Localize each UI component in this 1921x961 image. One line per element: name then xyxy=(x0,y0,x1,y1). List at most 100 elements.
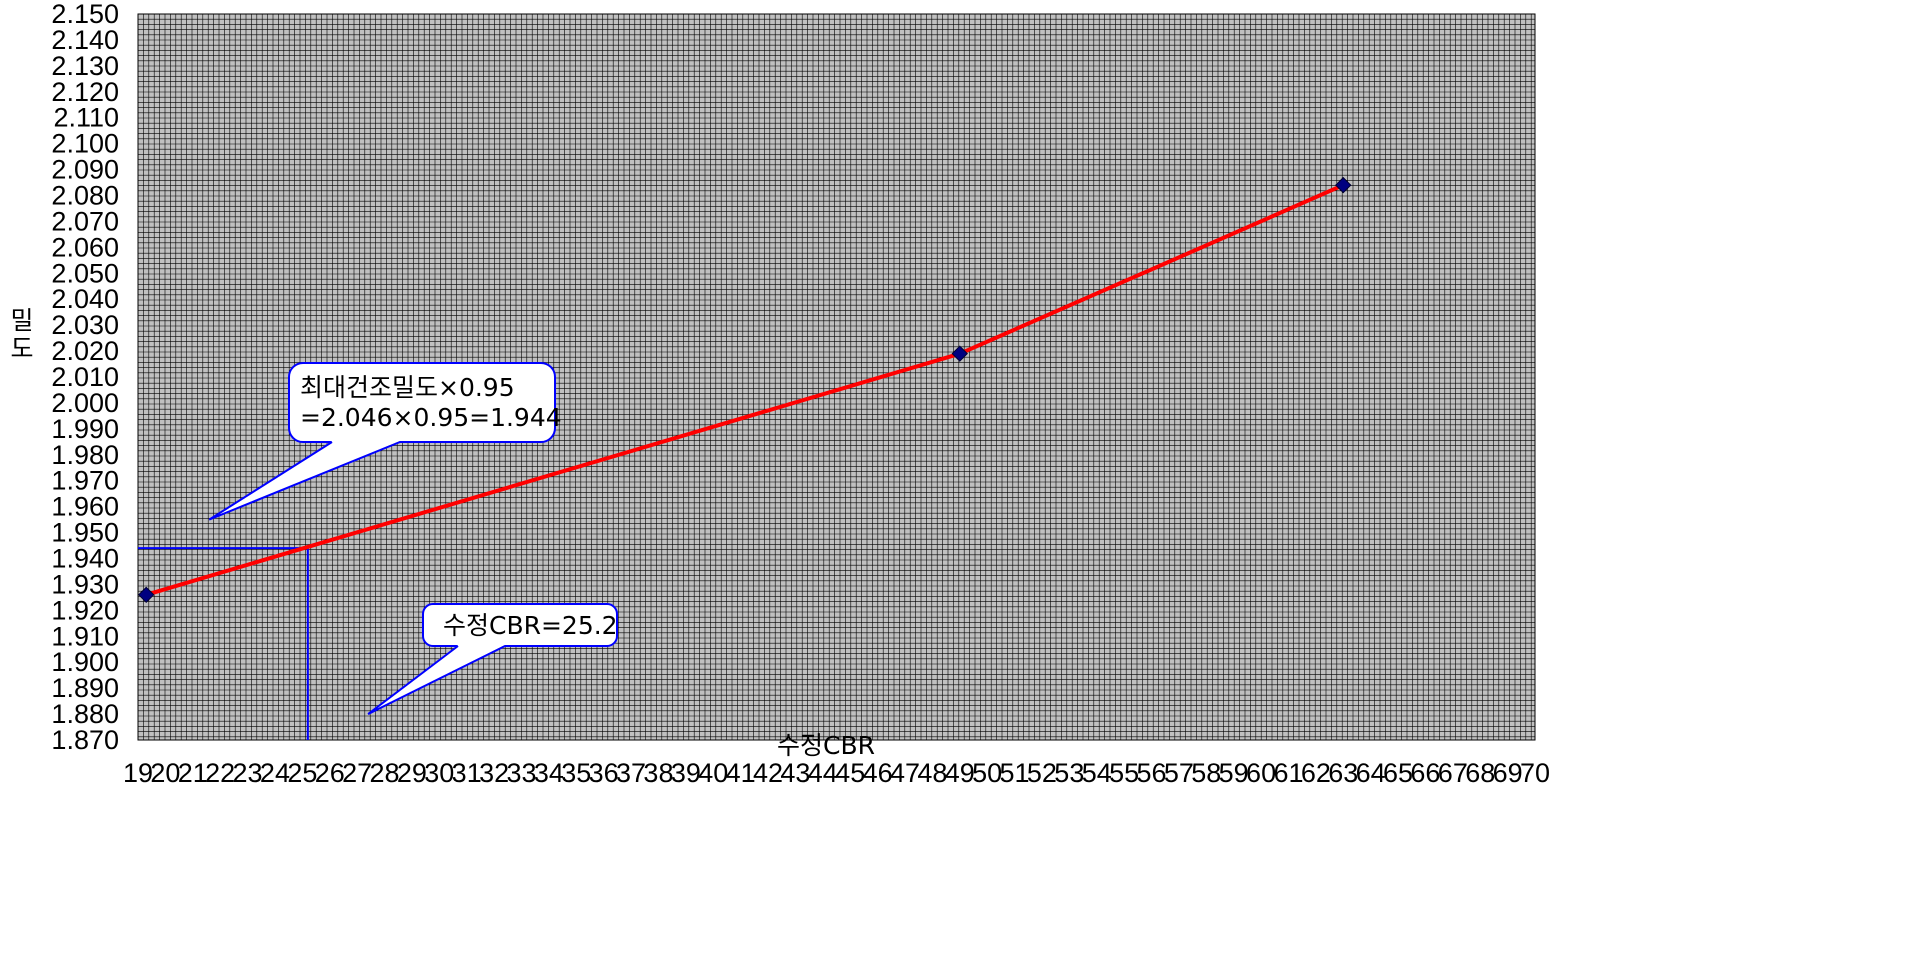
grid xyxy=(137,13,1535,740)
x-tick-label: 49 xyxy=(945,758,975,788)
x-tick-label: 19 xyxy=(123,758,153,788)
x-tick-label: 66 xyxy=(1410,758,1440,788)
x-tick-label: 37 xyxy=(616,758,646,788)
callout-box xyxy=(422,603,618,647)
x-tick-label: 63 xyxy=(1328,758,1358,788)
callout-pointer xyxy=(367,645,506,715)
y-tick-label: 1.890 xyxy=(51,673,119,703)
reference-lines xyxy=(138,547,309,740)
x-tick-label: 25 xyxy=(287,758,317,788)
x-tick-label: 36 xyxy=(589,758,619,788)
x-tick-label: 29 xyxy=(397,758,427,788)
x-tick-label: 47 xyxy=(890,758,920,788)
x-tick-label: 51 xyxy=(1000,758,1030,788)
callout-text: 수정CBR=25.2 xyxy=(443,611,618,640)
y-axis-label-char: 밀 xyxy=(10,306,33,335)
x-tick-label: 34 xyxy=(534,758,564,788)
x-tick-label: 68 xyxy=(1465,758,1495,788)
series xyxy=(138,176,1352,604)
x-tick-label: 22 xyxy=(205,758,235,788)
y-tick-label: 2.060 xyxy=(51,232,119,262)
x-tick-label: 54 xyxy=(1082,758,1112,788)
y-tick-label: 1.970 xyxy=(51,466,119,496)
y-tick-label: 1.870 xyxy=(51,725,119,755)
x-tick-label: 64 xyxy=(1356,758,1386,788)
y-tick-label: 2.080 xyxy=(51,181,119,211)
x-tick-label: 32 xyxy=(479,758,509,788)
data-point xyxy=(1335,176,1352,194)
x-tick-label: 26 xyxy=(315,758,345,788)
y-tick-label: 1.930 xyxy=(51,569,119,599)
y-tick-label: 2.110 xyxy=(53,103,119,133)
y-tick-label: 2.150 xyxy=(51,0,119,29)
x-tick-label: 38 xyxy=(643,758,673,788)
callouts: 최대건조밀도×0.95=2.046×0.95=1.944 수정CBR=25.2 xyxy=(208,362,618,715)
x-tick-label: 35 xyxy=(561,758,591,788)
x-tick-label: 62 xyxy=(1301,758,1331,788)
y-tick-label: 2.010 xyxy=(51,362,119,392)
x-tick-label: 61 xyxy=(1273,758,1303,788)
y-tick-label: 2.030 xyxy=(51,310,119,340)
x-tick-label: 42 xyxy=(753,758,783,788)
callout-box xyxy=(288,362,556,443)
y-tick-label: 2.050 xyxy=(51,258,119,288)
y-tick-label: 2.140 xyxy=(51,25,119,55)
x-tick-label: 52 xyxy=(1027,758,1057,788)
x-tick-label: 28 xyxy=(370,758,400,788)
x-tick-label: 23 xyxy=(233,758,263,788)
y-tick-label: 1.960 xyxy=(51,492,119,522)
callout: 수정CBR=25.2 xyxy=(367,603,618,715)
x-tick-label: 27 xyxy=(342,758,372,788)
x-tick-label: 60 xyxy=(1246,758,1276,788)
y-tick-label: 2.130 xyxy=(51,51,119,81)
y-tick-label: 1.940 xyxy=(51,544,119,574)
callout-pointer xyxy=(208,441,401,521)
x-tick-label: 45 xyxy=(835,758,865,788)
x-tick-label: 50 xyxy=(972,758,1002,788)
callout: 최대건조밀도×0.95=2.046×0.95=1.944 xyxy=(208,362,562,521)
x-tick-label: 41 xyxy=(726,758,756,788)
x-tick-label: 53 xyxy=(1054,758,1084,788)
y-tick-label: 1.990 xyxy=(51,414,119,444)
y-tick-label: 1.950 xyxy=(51,518,119,548)
x-tick-label: 31 xyxy=(452,758,482,788)
x-tick-label: 40 xyxy=(698,758,728,788)
x-tick-label: 65 xyxy=(1383,758,1413,788)
x-tick-label: 21 xyxy=(178,758,208,788)
x-tick-label: 33 xyxy=(506,758,536,788)
x-tick-label: 56 xyxy=(1136,758,1166,788)
y-tick-label: 1.900 xyxy=(51,647,119,677)
x-tick-label: 39 xyxy=(671,758,701,788)
y-tick-label: 2.070 xyxy=(51,206,119,236)
x-tick-label: 44 xyxy=(808,758,838,788)
y-axis-ticks: 1.8701.8801.8901.9001.9101.9201.9301.940… xyxy=(51,0,119,755)
x-tick-label: 46 xyxy=(863,758,893,788)
data-point xyxy=(138,586,155,604)
x-tick-label: 43 xyxy=(780,758,810,788)
x-tick-label: 57 xyxy=(1164,758,1194,788)
data-point xyxy=(951,345,968,362)
y-tick-label: 1.910 xyxy=(51,621,119,651)
y-tick-label: 1.920 xyxy=(51,595,119,625)
x-tick-label: 20 xyxy=(150,758,180,788)
x-tick-label: 70 xyxy=(1520,758,1550,788)
y-tick-label: 1.880 xyxy=(51,699,119,729)
x-tick-label: 69 xyxy=(1493,758,1523,788)
y-tick-label: 2.100 xyxy=(51,129,119,159)
x-tick-label: 67 xyxy=(1438,758,1468,788)
y-tick-label: 2.090 xyxy=(51,155,119,185)
x-tick-label: 48 xyxy=(917,758,947,788)
x-axis-label: 수정CBR xyxy=(777,731,875,760)
callout-text: =2.046×0.95=1.944 xyxy=(300,403,562,432)
x-tick-label: 24 xyxy=(260,758,290,788)
y-tick-label: 2.020 xyxy=(51,336,119,366)
y-tick-label: 2.040 xyxy=(51,284,119,314)
y-tick-label: 2.000 xyxy=(51,388,119,418)
x-tick-label: 59 xyxy=(1219,758,1249,788)
x-tick-label: 30 xyxy=(424,758,454,788)
y-axis-label-char: 도 xyxy=(10,334,33,363)
x-tick-label: 58 xyxy=(1191,758,1221,788)
callout-text: 최대건조밀도×0.95 xyxy=(300,373,515,402)
